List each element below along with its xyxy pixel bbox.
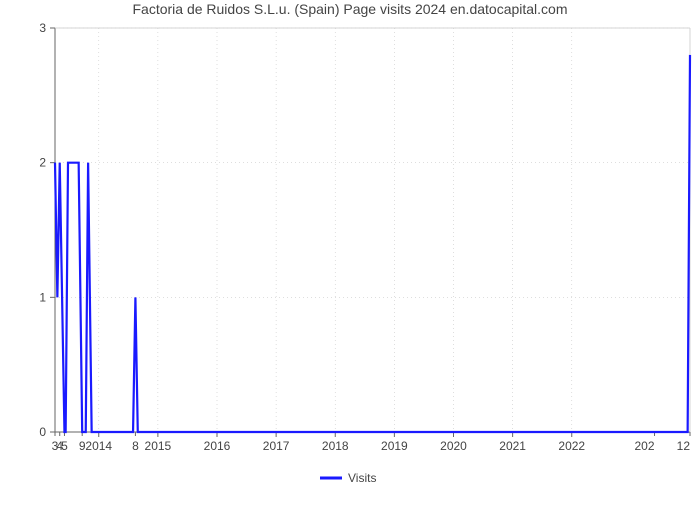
x-tick-label: 2018 [322,439,349,453]
x-tick-label: 2019 [381,439,408,453]
y-tick-label: 2 [39,156,46,170]
chart-bg [0,0,700,500]
x-minor-label: 202 [634,439,654,453]
y-tick-label: 0 [39,425,46,439]
x-minor-label: 5 [61,439,68,453]
x-minor-label: 9 [79,439,86,453]
y-tick-label: 3 [39,21,46,35]
x-tick-label: 2015 [145,439,172,453]
x-tick-label: 2014 [85,439,112,453]
x-tick-label: 2016 [204,439,231,453]
x-tick-label: 2022 [558,439,585,453]
y-tick-label: 1 [39,290,46,304]
line-chart-svg: Factoria de Ruidos S.L.u. (Spain) Page v… [0,0,700,500]
chart-title: Factoria de Ruidos S.L.u. (Spain) Page v… [132,1,567,17]
x-minor-label: 8 [132,439,139,453]
x-minor-label: 12 [677,439,691,453]
x-tick-label: 2017 [263,439,290,453]
legend-label: Visits [348,471,376,485]
x-tick-label: 2020 [440,439,467,453]
x-tick-label: 2021 [499,439,526,453]
